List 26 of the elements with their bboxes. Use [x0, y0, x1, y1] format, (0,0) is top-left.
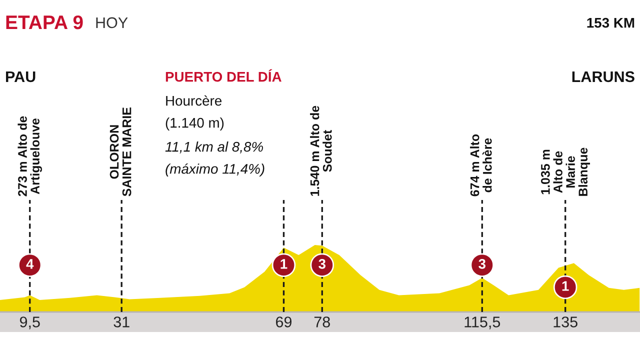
ref-line-label: 1.540 m Alto de Soudet [310, 106, 332, 196]
text: 153 KM [587, 18, 634, 28]
annotation: 4 [26, 259, 34, 269]
chart-title: ETAPA 9 [6, 15, 83, 30]
x-tick-label: 31 [114, 316, 130, 328]
text: 11,1 km al 8,8% [165, 142, 263, 154]
annotation: 1 [280, 259, 288, 269]
ref-line-label: 1.035 m Alto de Marie Blanque [541, 148, 590, 196]
chart-subtitle: HOY [96, 17, 128, 28]
ref-line-label: OLORON SAINTE MARIE [110, 108, 132, 196]
x-tick-label: 115,5 [464, 316, 500, 330]
x-tick-label: 9,5 [20, 316, 40, 330]
text: PUERTO DEL DÍA [166, 69, 282, 82]
annotation: 3 [318, 258, 326, 269]
x-tick-label: 135 [554, 316, 578, 328]
text: Hourcère [166, 95, 222, 106]
x-tick-label: 69 [276, 316, 292, 328]
text: PAU [6, 71, 36, 82]
annotation: 1 [562, 281, 569, 291]
text: (máximo 11,4%) [166, 163, 264, 177]
ref-line-label: 674 m Alto de Ichère [470, 134, 492, 196]
text: (1.140 m) [166, 118, 224, 130]
text: LARUNS [572, 71, 634, 82]
ref-line-label: 273 m Alto de Artiguelouve [18, 116, 42, 196]
annotation: 3 [478, 258, 486, 269]
x-tick-label: 78 [314, 316, 330, 328]
